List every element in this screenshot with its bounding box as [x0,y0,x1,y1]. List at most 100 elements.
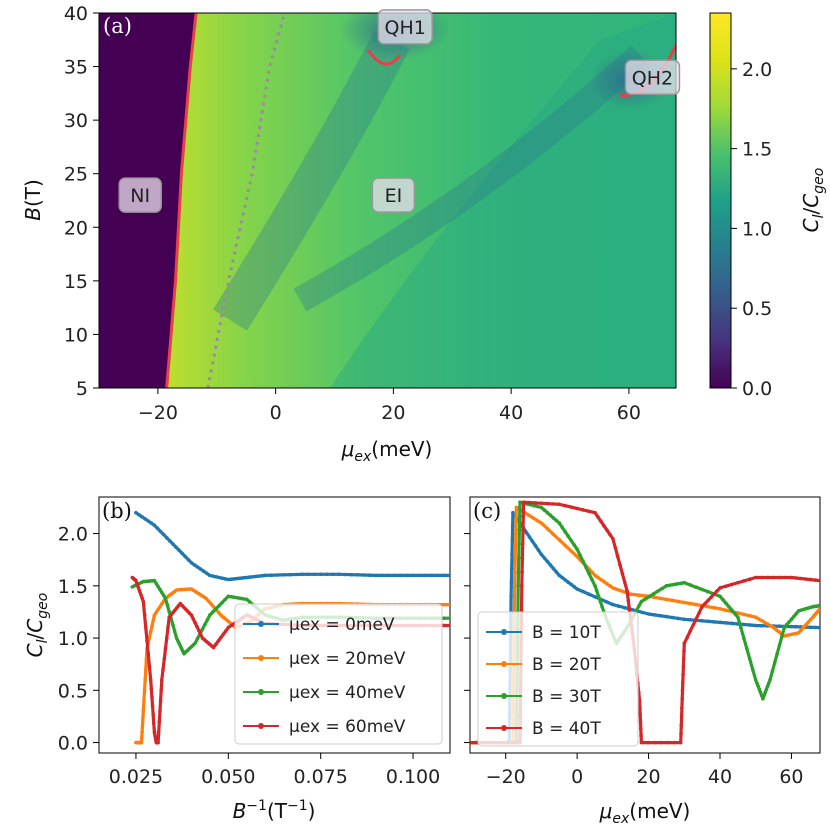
data-point [767,681,771,685]
data-point [520,584,524,588]
data-point [659,740,663,745]
data-point [435,573,440,578]
data-point [514,505,519,510]
data-point [191,617,195,621]
data-point [362,573,366,577]
data-point [245,575,249,580]
data-point [658,614,663,618]
data-point [727,604,731,609]
data-point [216,639,221,643]
y-tick-label-a: 25 [64,164,88,186]
data-point [147,665,152,669]
data-point [300,572,305,577]
data-point [718,607,722,611]
data-point [226,619,231,624]
data-point [263,573,268,578]
data-point [765,575,770,580]
data-point [761,696,765,701]
data-point [156,607,160,612]
data-point [742,636,746,640]
data-point [535,518,540,523]
data-point [442,602,446,607]
data-point [521,500,526,505]
data-point [177,548,181,553]
data-point [584,565,588,570]
data-point [510,552,514,557]
data-point [211,610,215,614]
data-point [646,612,651,616]
data-point [539,552,544,557]
data-point [226,594,231,599]
data-point [680,705,684,710]
data-point [620,571,625,576]
data-point [211,645,216,650]
data-point [143,517,147,521]
data-point [670,598,675,603]
data-point [548,513,553,518]
data-point [229,595,234,599]
data-point [150,695,154,700]
data-point [787,620,791,624]
y-ticks-c [464,533,470,744]
data-point [172,629,177,634]
data-point [521,514,526,518]
data-point [527,535,532,539]
data-point [524,530,529,535]
panel-label-a: (a) [103,14,132,38]
data-point [637,593,642,597]
x-ticks-c: −20 0 20 40 60 [486,753,804,788]
data-point [706,598,710,603]
data-point [672,740,676,745]
data-point [229,623,234,628]
y-tick-label-a: 35 [64,57,88,79]
data-point [241,576,246,580]
data-point [141,714,145,719]
data-point [521,528,525,532]
data-point [640,593,645,598]
x-tick-label: 40 [708,766,732,788]
data-point [548,563,553,567]
data-point [759,575,764,580]
data-point [331,572,335,577]
data-point [238,596,243,601]
data-point [658,596,663,601]
data-point [688,629,692,633]
data-point [569,549,573,553]
data-point [518,500,522,505]
data-point [294,572,298,577]
legend-label: μex = 60meV [289,717,406,737]
data-point [638,705,642,710]
data-point [780,634,784,639]
data-point [627,608,632,612]
data-point [224,629,228,633]
heatmap-area [99,13,676,388]
data-point [611,537,615,541]
data-point [563,503,567,508]
data-point [161,593,166,598]
data-point [756,617,761,621]
data-point [572,584,576,589]
data-point [275,573,280,577]
data-point [143,678,147,682]
colorbar [709,12,732,389]
data-point [195,624,199,629]
data-point [670,615,675,620]
data-point [753,575,758,580]
data-point [193,641,197,646]
data-point [220,600,224,605]
data-point [681,680,685,685]
data-point [808,577,813,582]
data-point [139,592,143,597]
data-point [615,554,620,558]
data-point [563,530,567,534]
data-point [200,627,205,631]
data-point [593,573,597,578]
data-point [682,649,686,653]
legend-marker [258,723,264,729]
data-point [539,521,544,525]
y-tick-label-a: 30 [64,110,88,132]
data-point [141,709,146,713]
panel-label-c: (c) [473,499,501,523]
data-point [288,572,292,577]
colorbar-ticks: 0.0 0.5 1.0 1.5 2.0 [731,59,772,400]
